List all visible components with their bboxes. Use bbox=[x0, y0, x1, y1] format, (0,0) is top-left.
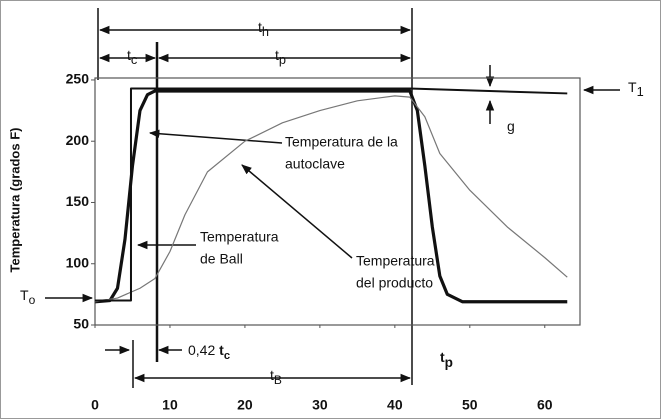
y-tick-label: 150 bbox=[66, 193, 90, 209]
dimension-lines bbox=[45, 8, 620, 388]
annotation-text: T bbox=[628, 79, 637, 95]
y-tick-label: 100 bbox=[66, 254, 90, 270]
annotation-text: t bbox=[270, 367, 274, 383]
y-tick-label: 250 bbox=[66, 71, 90, 87]
plot-frame bbox=[94, 77, 581, 326]
x-tick-label: 60 bbox=[537, 397, 553, 413]
series-line bbox=[94, 95, 568, 303]
x-tick-label: 40 bbox=[387, 397, 403, 413]
annotation: tc bbox=[127, 47, 138, 68]
annotation: tB bbox=[270, 367, 282, 387]
annotation-subscript: 1 bbox=[637, 84, 644, 99]
x-tick-label: 30 bbox=[312, 397, 328, 413]
series-label: del producto bbox=[356, 275, 433, 291]
annotation-text: t bbox=[258, 19, 262, 35]
annotation: g bbox=[507, 118, 515, 134]
annotation: tp bbox=[440, 349, 453, 370]
annotation: To bbox=[20, 287, 36, 307]
x-tick-label: 0 bbox=[91, 397, 99, 413]
annotation-subscript: c bbox=[131, 52, 138, 67]
series-label: autoclave bbox=[285, 156, 345, 172]
annotation-subscript: h bbox=[262, 24, 269, 39]
annotation-subscript: p bbox=[279, 52, 286, 67]
annotation: T1 bbox=[628, 79, 644, 100]
annotation-text: 0,42 bbox=[188, 342, 219, 358]
annotation-subscript: p bbox=[445, 355, 453, 370]
annotation-subscript: c bbox=[224, 350, 230, 362]
y-tick-label: 200 bbox=[66, 132, 90, 148]
annotation-subscript: B bbox=[274, 373, 282, 387]
annotation: tp bbox=[275, 47, 286, 68]
series-label: Temperatura bbox=[200, 229, 279, 245]
annotation-text: T bbox=[20, 287, 29, 303]
y-axis-label: Temperatura (grados F) bbox=[7, 128, 22, 273]
annotation-text: t bbox=[219, 342, 224, 358]
series-label: de Ball bbox=[200, 251, 243, 267]
series-label: Temperatura de la bbox=[285, 134, 398, 150]
x-tick-label: 50 bbox=[462, 397, 478, 413]
annotation-text: t bbox=[275, 47, 279, 63]
annotation-subscript: o bbox=[29, 293, 36, 307]
annotation: 0,42 tc bbox=[188, 342, 230, 362]
annotation-text: t bbox=[127, 47, 131, 63]
annotation: th bbox=[258, 19, 269, 40]
series-line bbox=[94, 89, 568, 304]
series-line bbox=[95, 87, 568, 302]
x-tick-label: 10 bbox=[162, 397, 178, 413]
annotation-text: t bbox=[440, 349, 445, 365]
annotation-text: g bbox=[507, 118, 515, 134]
y-tick-label: 50 bbox=[73, 316, 89, 332]
series-label: Temperatura bbox=[356, 253, 435, 269]
x-tick-label: 20 bbox=[237, 397, 253, 413]
